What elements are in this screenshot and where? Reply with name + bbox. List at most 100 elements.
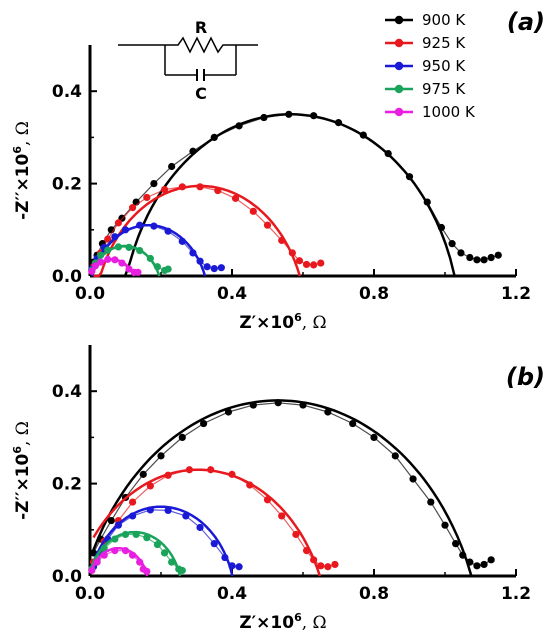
data-point <box>263 496 272 504</box>
data-point <box>210 265 218 273</box>
data-point <box>111 546 119 555</box>
x-tick-label: 0.4 <box>217 284 247 304</box>
data-point <box>196 257 204 265</box>
data-point <box>310 112 318 120</box>
data-point <box>136 221 144 229</box>
data-point <box>302 546 311 555</box>
x-tick-label: 1.2 <box>501 284 531 304</box>
data-point <box>121 546 130 555</box>
data-point <box>466 558 474 566</box>
data-point <box>457 249 465 257</box>
data-point <box>139 470 147 478</box>
y-tick-label: 0.4 <box>52 82 82 102</box>
data-point <box>473 562 481 570</box>
data-point <box>178 433 186 441</box>
data-point <box>334 119 343 127</box>
data-point <box>317 259 325 267</box>
data-point <box>263 221 272 229</box>
data-point <box>448 240 456 248</box>
data-point <box>310 261 318 269</box>
y-tick-label: 0.0 <box>52 567 82 587</box>
data-point <box>441 521 449 529</box>
data-point <box>231 194 240 202</box>
data-point <box>164 506 172 514</box>
x-tick-label: 1.2 <box>501 584 531 604</box>
data-point <box>278 512 286 520</box>
data-point <box>292 530 300 539</box>
x-tick-label: 0.4 <box>217 584 247 604</box>
data-point <box>97 258 105 266</box>
data-point <box>260 113 268 122</box>
data-point <box>437 223 446 232</box>
legend-label: 925 K <box>422 34 466 52</box>
data-point <box>168 162 176 171</box>
data-point <box>189 249 197 257</box>
data-point <box>104 235 112 243</box>
data-point <box>217 264 225 272</box>
x-tick-label: 0.8 <box>359 284 389 304</box>
data-point <box>452 540 460 548</box>
data-point <box>405 173 414 181</box>
data-point <box>160 549 169 557</box>
data-point <box>391 452 399 460</box>
x-axis-label: Z′×106, Ω <box>239 311 326 333</box>
data-point <box>100 544 108 552</box>
data-point <box>146 254 154 263</box>
data-point <box>288 249 296 257</box>
data-point <box>146 482 154 490</box>
data-point <box>185 466 193 474</box>
resistor-symbol <box>165 36 236 54</box>
data-point <box>111 256 119 264</box>
data-point <box>121 530 130 539</box>
data-point <box>150 180 158 188</box>
data-point <box>111 535 119 543</box>
equivalent-circuit: R C <box>118 18 258 103</box>
panel-a: 0.0 0.4 0.8 1.2 0.0 0.2 0.4 Z′×106, Ω -Z′′×106, … <box>11 8 545 333</box>
data-point <box>228 562 236 570</box>
data-point <box>88 566 96 575</box>
data-point <box>274 399 282 407</box>
data-point <box>427 498 435 506</box>
capacitor-label: C <box>195 84 207 103</box>
data-point <box>153 540 162 549</box>
data-point <box>146 506 154 514</box>
data-point <box>324 563 332 571</box>
data-point <box>104 246 112 254</box>
data-point <box>114 521 122 529</box>
data-point <box>249 207 257 215</box>
panel-tag: (a) <box>507 8 545 36</box>
data-point <box>235 563 243 571</box>
data-point <box>228 470 236 478</box>
data-point <box>302 260 311 269</box>
y-tick-label: 0.2 <box>52 475 82 495</box>
data-point <box>487 556 495 564</box>
data-line-900-K <box>92 113 499 263</box>
data-line-925-K <box>92 186 321 268</box>
data-point <box>423 198 431 206</box>
data-point <box>143 534 151 542</box>
data-point <box>196 523 204 532</box>
panel-b: 0.0 0.4 0.8 1.2 0.0 0.2 0.4 Z′×106, Ω -Z′′×106, … <box>11 345 545 633</box>
data-point <box>295 257 304 265</box>
data-point <box>235 122 243 130</box>
data-point <box>480 560 488 569</box>
data-point <box>129 551 137 559</box>
data-point <box>88 267 96 275</box>
data-point <box>189 147 197 155</box>
data-point <box>317 562 325 570</box>
data-point <box>210 133 218 141</box>
data-point <box>249 401 257 409</box>
data-point <box>324 408 332 416</box>
data-point <box>178 237 186 245</box>
data-point <box>285 110 293 118</box>
data-point <box>473 256 481 264</box>
data-point <box>136 246 144 255</box>
resistor-label: R <box>195 18 207 37</box>
data-point <box>134 268 142 276</box>
x-tick-label: 0.8 <box>359 584 389 604</box>
data-point <box>114 219 122 227</box>
data-point <box>118 259 126 267</box>
data-point <box>359 131 367 139</box>
data-point <box>494 251 502 259</box>
